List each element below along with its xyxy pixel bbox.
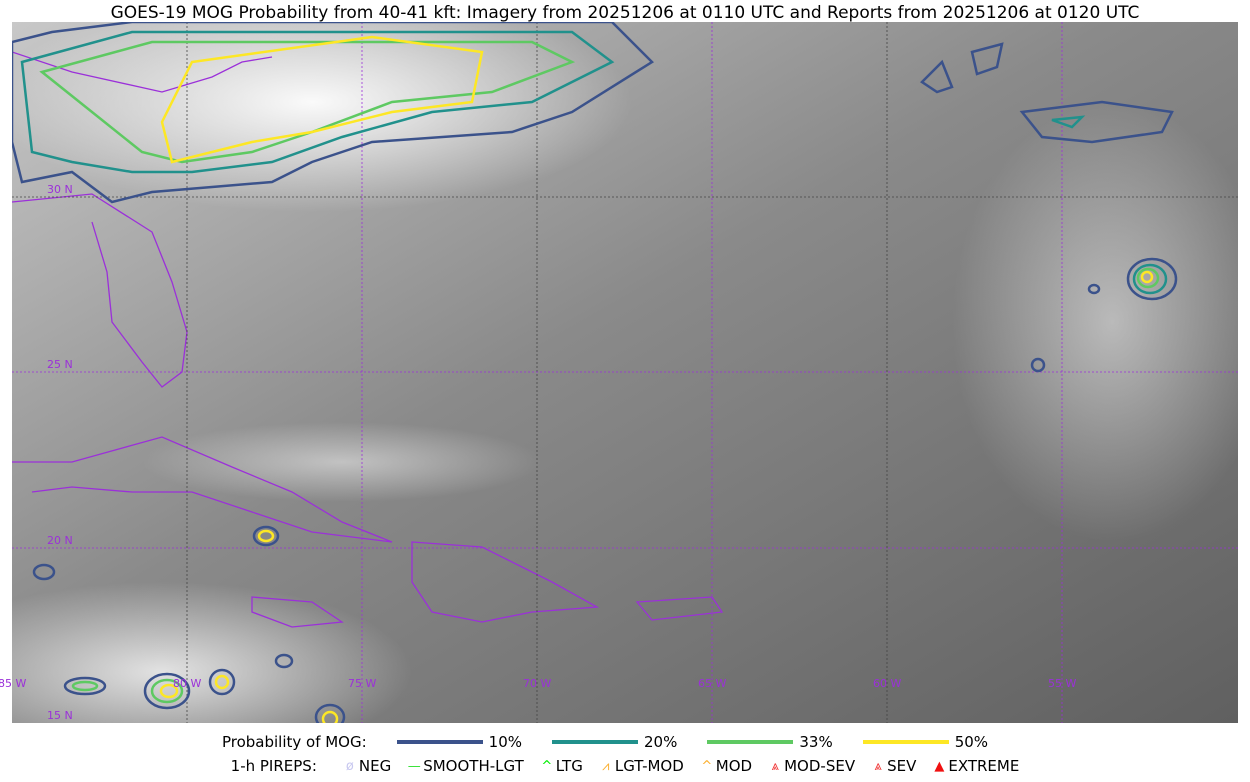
smooth-lgt-icon: —	[407, 758, 421, 774]
swatch-20	[552, 740, 639, 744]
pirep-mod-label: MOD	[715, 757, 753, 775]
pirep-extreme-label: EXTREME	[948, 757, 1020, 775]
pirep-sev-label: SEV	[887, 757, 917, 775]
satellite-map	[12, 22, 1238, 723]
mod-icon: ^	[701, 758, 713, 774]
pirep-neg-label: NEG	[358, 757, 392, 775]
lat-label-15n: 15 N	[47, 709, 73, 722]
lon-label-60w: 60 W	[873, 677, 902, 690]
pirep-lgt-mod-label: LGT-MOD	[614, 757, 684, 775]
lon-label-80w: 80 W	[173, 677, 202, 690]
contour-50	[160, 35, 484, 164]
swatch-10	[396, 740, 483, 744]
swatch-33	[707, 740, 794, 744]
level-10-label: 10%	[488, 733, 523, 751]
chart-title: GOES-19 MOG Probability from 40-41 kft: …	[110, 3, 1140, 23]
lat-label-30n: 30 N	[47, 183, 73, 196]
lon-label-75w: 75 W	[348, 677, 377, 690]
pirep-ltg-label: LTG	[555, 757, 583, 775]
level-33-label: 33%	[799, 733, 833, 751]
lon-label-70w: 70 W	[523, 677, 552, 690]
swatch-50	[862, 740, 949, 744]
pirep-smooth-lgt-label: SMOOTH-LGT	[423, 757, 524, 775]
lat-label-20n: 20 N	[47, 534, 73, 547]
lgt-mod-icon: ⩘	[602, 758, 610, 774]
contour-20	[20, 30, 615, 174]
pirep-legend: 1-h PIREPS: ø NEG — SMOOTH-LGT ^ LTG ⩘ LGT-M…	[0, 757, 1250, 775]
contour-10	[12, 22, 654, 204]
lat-label-25n: 25 N	[47, 358, 73, 371]
probability-legend: Probability of MOG: 10% 20% 33% 50%	[0, 733, 1250, 751]
mod-sev-icon: ⩓	[771, 758, 779, 774]
extreme-icon: ▲	[934, 758, 945, 774]
neg-icon: ø	[345, 758, 354, 774]
pirep-mod-sev-label: MOD-SEV	[784, 757, 856, 775]
level-50-label: 50%	[954, 733, 989, 751]
mog-contours	[12, 22, 1178, 723]
lon-label-85w: 85 W	[0, 677, 27, 690]
probability-legend-label: Probability of MOG:	[221, 733, 367, 751]
lon-label-55w: 55 W	[1048, 677, 1077, 690]
pirep-legend-label: 1-h PIREPS:	[230, 757, 317, 775]
sev-icon: ⩓	[874, 758, 882, 774]
lon-label-65w: 65 W	[698, 677, 727, 690]
level-20-label: 20%	[644, 733, 678, 751]
ltg-icon: ^	[541, 758, 553, 774]
